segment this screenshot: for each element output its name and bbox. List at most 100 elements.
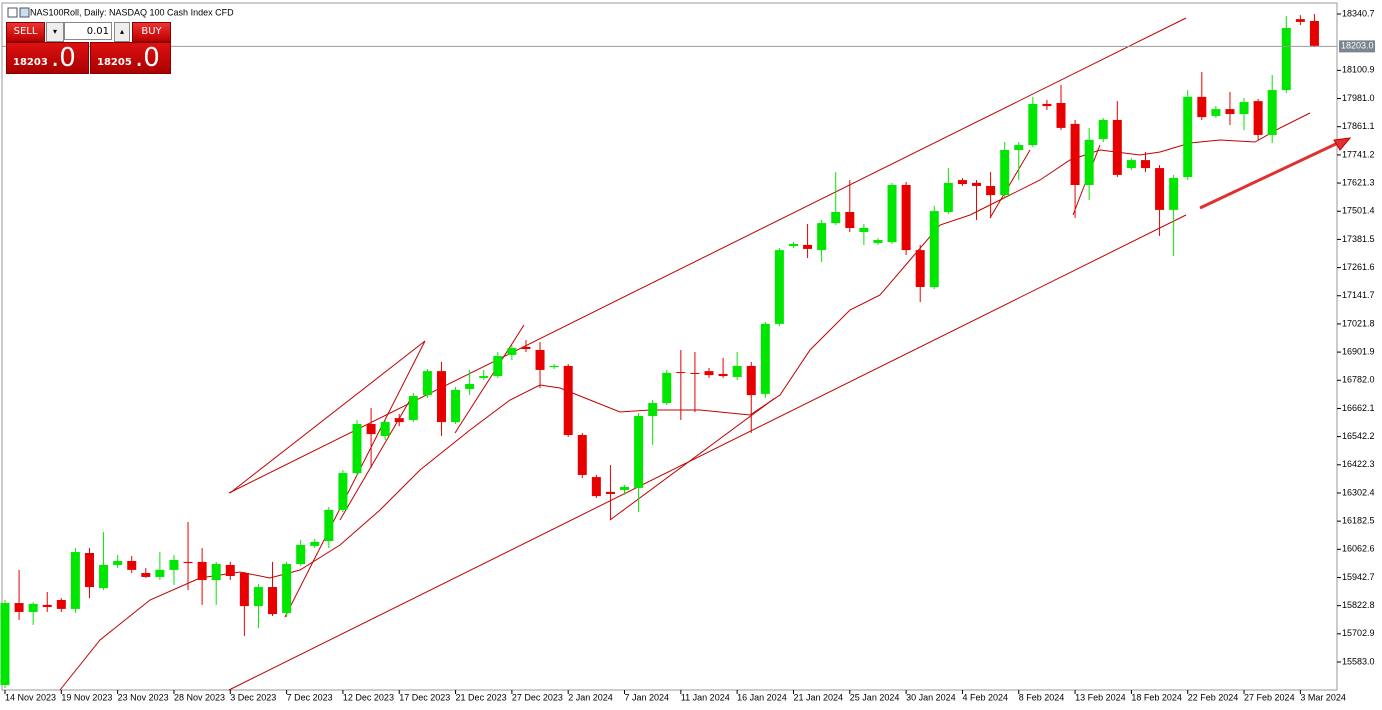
y-tick-label: 16782.0 xyxy=(1342,375,1375,385)
candle-body xyxy=(239,572,249,607)
x-tick-label: 25 Jan 2024 xyxy=(850,692,900,702)
candle-body xyxy=(1239,102,1249,115)
candle-body xyxy=(803,244,813,249)
x-tick-label: 17 Dec 2023 xyxy=(399,692,450,702)
candle-body xyxy=(1211,109,1221,116)
candle-body xyxy=(366,423,376,435)
x-tick-label: 14 Nov 2023 xyxy=(5,692,56,702)
candle-body xyxy=(620,486,630,491)
candle-body xyxy=(1112,119,1122,175)
candle-body xyxy=(662,372,672,404)
candle-body xyxy=(268,587,278,615)
candle-body xyxy=(211,564,221,581)
x-tick-label: 18 Feb 2024 xyxy=(1131,692,1182,702)
arrow-line xyxy=(1199,140,1341,210)
candle-body xyxy=(1042,103,1052,107)
candle-body xyxy=(253,587,263,607)
y-tick-label: 18100.9 xyxy=(1342,65,1375,75)
candle-body xyxy=(380,422,390,436)
candle-body xyxy=(1281,28,1291,91)
y-tick-label: 16302.4 xyxy=(1342,487,1375,497)
y-tick-label: 16422.3 xyxy=(1342,459,1375,469)
bid-main: 18203 xyxy=(13,57,48,68)
x-tick-label: 21 Dec 2023 xyxy=(456,692,507,702)
lot-input[interactable]: 0.01 xyxy=(64,22,112,40)
bid-fraction: .0 xyxy=(51,43,76,73)
candle-body xyxy=(957,180,967,185)
candle-body xyxy=(972,182,982,186)
x-tick-label: 16 Jan 2024 xyxy=(737,692,787,702)
price-label-box xyxy=(1339,40,1375,53)
candle-body xyxy=(943,182,953,213)
lot-down[interactable]: ▾ xyxy=(46,22,64,42)
sell-button[interactable]: SELL xyxy=(6,22,45,42)
candle-body xyxy=(225,564,235,577)
y-tick-label: 18340.7 xyxy=(1342,8,1375,18)
candle-body xyxy=(788,243,798,247)
candle-body xyxy=(605,491,615,495)
candle-body xyxy=(549,365,559,368)
y-tick-label: 16182.5 xyxy=(1342,516,1375,526)
candle-body xyxy=(929,211,939,287)
x-tick-label: 3 Dec 2023 xyxy=(230,692,276,702)
header-icons xyxy=(7,7,30,18)
y-tick-label: 17861.1 xyxy=(1342,121,1375,131)
candle-body xyxy=(113,560,123,565)
x-tick-label: 7 Jan 2024 xyxy=(625,692,670,702)
candle-body xyxy=(1098,119,1108,139)
chart-title: NAS100Roll, Daily: NASDAQ 100 Cash Index… xyxy=(30,7,234,17)
candle-body xyxy=(774,250,784,324)
y-tick-label: 15942.7 xyxy=(1342,572,1375,582)
candle-body xyxy=(197,561,207,581)
y-tick-label: 16542.2 xyxy=(1342,431,1375,441)
candle-body xyxy=(986,185,996,196)
icon xyxy=(19,7,30,18)
lot-up[interactable]: ▴ xyxy=(114,22,130,42)
x-tick-label: 8 Feb 2024 xyxy=(1019,692,1065,702)
candle-body xyxy=(634,415,644,488)
moving-average xyxy=(59,112,1311,691)
trend-line xyxy=(609,397,776,521)
candle-body xyxy=(1225,109,1235,115)
candle-body xyxy=(99,564,109,588)
candle-body xyxy=(493,356,503,377)
ask-fraction: .0 xyxy=(135,43,160,73)
candle-body xyxy=(591,477,601,497)
candle-body xyxy=(141,572,151,577)
candle-body xyxy=(1309,20,1319,46)
arrow-head xyxy=(1333,137,1352,151)
candle-body xyxy=(465,384,475,389)
candle-body xyxy=(352,423,362,474)
candle-body xyxy=(690,372,700,374)
x-tick-label: 19 Nov 2023 xyxy=(61,692,112,702)
plot-frame xyxy=(1,2,1338,691)
trend-line xyxy=(989,149,1031,219)
candle-body xyxy=(845,212,855,229)
channel-lower xyxy=(228,214,1187,691)
candle-body xyxy=(1253,101,1263,135)
y-tick-label: 16662.1 xyxy=(1342,403,1375,413)
candle-body xyxy=(915,250,925,287)
icon xyxy=(7,7,18,18)
ask-box[interactable]: 18205 .0 xyxy=(90,42,171,74)
candle-body xyxy=(0,603,10,686)
candle-body xyxy=(324,509,334,541)
y-tick-label: 17261.6 xyxy=(1342,262,1375,272)
candle-body xyxy=(408,396,418,420)
candle-body xyxy=(676,372,686,374)
buy-button[interactable]: BUY xyxy=(132,22,171,42)
candle-body xyxy=(296,544,306,565)
bid-box[interactable]: 18203 .0 xyxy=(6,42,89,74)
trend-line xyxy=(284,340,426,618)
x-tick-label: 13 Feb 2024 xyxy=(1075,692,1126,702)
y-tick-label: 15583.0 xyxy=(1342,656,1375,666)
candle-body xyxy=(732,365,742,377)
y-tick-label: 17021.8 xyxy=(1342,318,1375,328)
x-tick-label: 11 Jan 2024 xyxy=(681,692,730,702)
y-tick-label: 17981.0 xyxy=(1342,93,1375,103)
candle-body xyxy=(901,185,911,251)
candle-body xyxy=(1267,90,1277,135)
candle-body xyxy=(1126,160,1136,169)
